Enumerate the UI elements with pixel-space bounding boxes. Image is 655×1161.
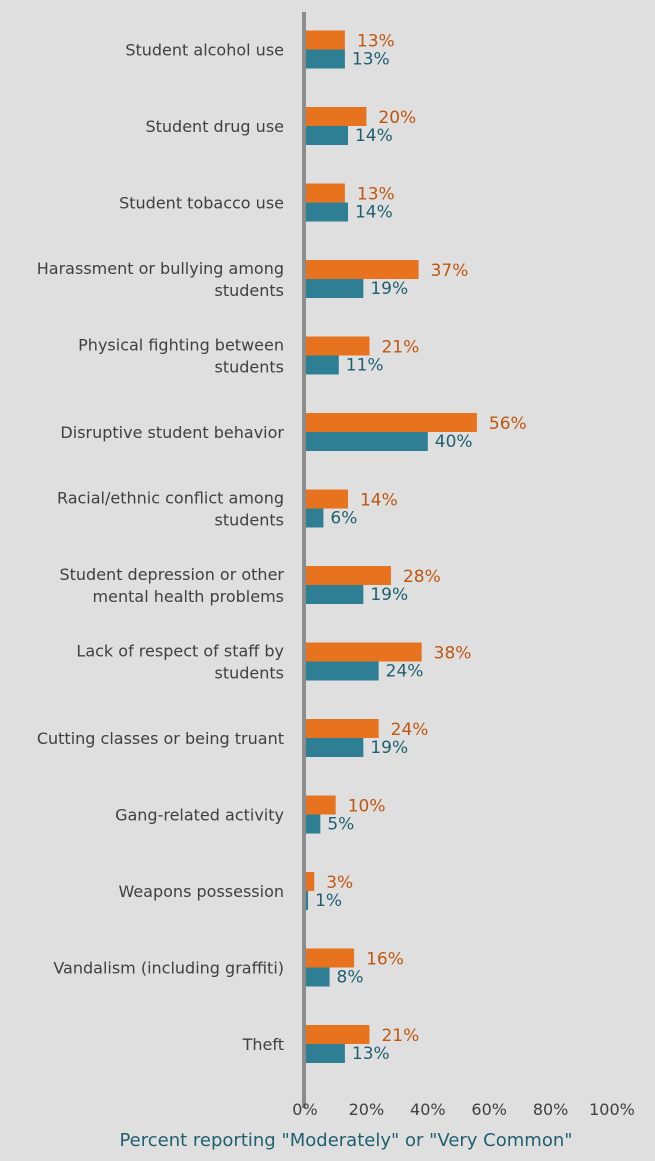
bar-series-2 (305, 585, 364, 604)
bar-series-1 (305, 642, 422, 662)
x-tick-labels: 0% 20% 40% 60% 80% 100% (292, 1100, 635, 1119)
category-label: Student tobacco use (119, 194, 284, 213)
category-label: Student alcohol use (125, 41, 284, 60)
labels-layer: Student alcohol use 13%13%Student drug us… (37, 32, 527, 1065)
value-label-series-2: 11% (346, 356, 384, 376)
bar-series-2 (305, 279, 364, 298)
x-tick-label: 0% (292, 1100, 317, 1119)
value-label-series-2: 8% (337, 968, 364, 988)
category-label: Harassment or bullying among (37, 259, 284, 278)
value-label-series-2: 19% (370, 279, 408, 299)
bar-series-1 (305, 30, 345, 50)
category-label: Student drug use (145, 117, 284, 136)
bar-series-1 (305, 872, 315, 891)
bar-series-2 (305, 967, 330, 987)
value-label-series-2: 19% (370, 585, 408, 605)
value-label-series-1: 38% (434, 644, 472, 664)
bar-series-1 (305, 719, 379, 738)
category-label: Weapons possession (118, 882, 284, 901)
value-label-series-2: 24% (386, 662, 424, 682)
value-label-series-1: 13% (357, 185, 395, 205)
bar-series-1 (305, 183, 345, 203)
value-label-series-2: 1% (315, 891, 342, 911)
value-label-series-1: 24% (391, 720, 429, 740)
bar-series-1 (305, 336, 370, 356)
value-label-series-2: 6% (330, 509, 357, 529)
bar-series-1 (305, 489, 348, 509)
value-label-series-2: 13% (352, 1044, 390, 1064)
x-tick-label: 100% (589, 1100, 635, 1119)
value-label-series-1: 3% (326, 873, 353, 893)
bar-series-2 (305, 814, 321, 834)
x-tick-label: 60% (471, 1100, 507, 1119)
bar-series-2 (305, 1044, 345, 1063)
category-label: students (215, 664, 285, 683)
value-label-series-1: 21% (381, 338, 419, 358)
bar-series-2 (305, 126, 348, 145)
x-tick-label: 20% (349, 1100, 385, 1119)
value-label-series-1: 14% (360, 491, 398, 511)
bar-series-2 (305, 355, 339, 375)
value-label-series-1: 37% (431, 261, 469, 281)
x-tick-label: 80% (533, 1100, 569, 1119)
bar-series-2 (305, 202, 348, 222)
bar-series-1 (305, 260, 419, 279)
value-label-series-1: 56% (489, 414, 527, 434)
category-label: Theft (242, 1035, 284, 1054)
category-label: Vandalism (including graffiti) (53, 959, 284, 978)
value-label-series-2: 19% (370, 738, 408, 758)
value-label-series-1: 28% (403, 567, 441, 587)
category-label: Racial/ethnic conflict among (57, 489, 284, 508)
category-label: Lack of respect of staff by (76, 642, 284, 661)
value-label-series-1: 20% (378, 108, 416, 128)
value-label-series-2: 40% (435, 432, 473, 452)
value-label-series-2: 14% (355, 126, 393, 146)
category-label: Cutting classes or being truant (37, 729, 284, 748)
category-label: Physical fighting between (78, 336, 284, 355)
bars-layer (305, 30, 477, 1063)
x-tick-label: 40% (410, 1100, 446, 1119)
category-label: students (215, 358, 285, 377)
bar-series-1 (305, 948, 355, 968)
value-label-series-1: 13% (357, 32, 395, 52)
category-label: Student depression or other (59, 565, 284, 584)
bar-series-2 (305, 508, 324, 528)
value-label-series-1: 21% (381, 1026, 419, 1046)
bar-series-2 (305, 432, 428, 451)
bar-series-2 (305, 738, 364, 757)
bar-series-1 (305, 566, 391, 585)
bar-series-1 (305, 107, 367, 126)
category-label: students (215, 511, 285, 530)
bar-series-2 (305, 661, 379, 681)
category-label: Disruptive student behavior (60, 423, 284, 442)
bar-series-1 (305, 795, 336, 815)
category-label: students (215, 281, 285, 300)
bar-series-1 (305, 413, 477, 432)
x-axis-title: Percent reporting "Moderately" or "Very … (119, 1130, 572, 1151)
bar-series-1 (305, 1025, 370, 1044)
bar-series-2 (305, 891, 309, 910)
value-label-series-2: 5% (327, 815, 354, 835)
category-label: mental health problems (93, 587, 284, 606)
value-label-series-2: 13% (352, 50, 390, 70)
value-label-series-2: 14% (355, 203, 393, 223)
value-label-series-1: 10% (348, 797, 386, 817)
bar-series-2 (305, 49, 345, 69)
category-label: Gang-related activity (115, 806, 284, 825)
value-label-series-1: 16% (366, 950, 404, 970)
